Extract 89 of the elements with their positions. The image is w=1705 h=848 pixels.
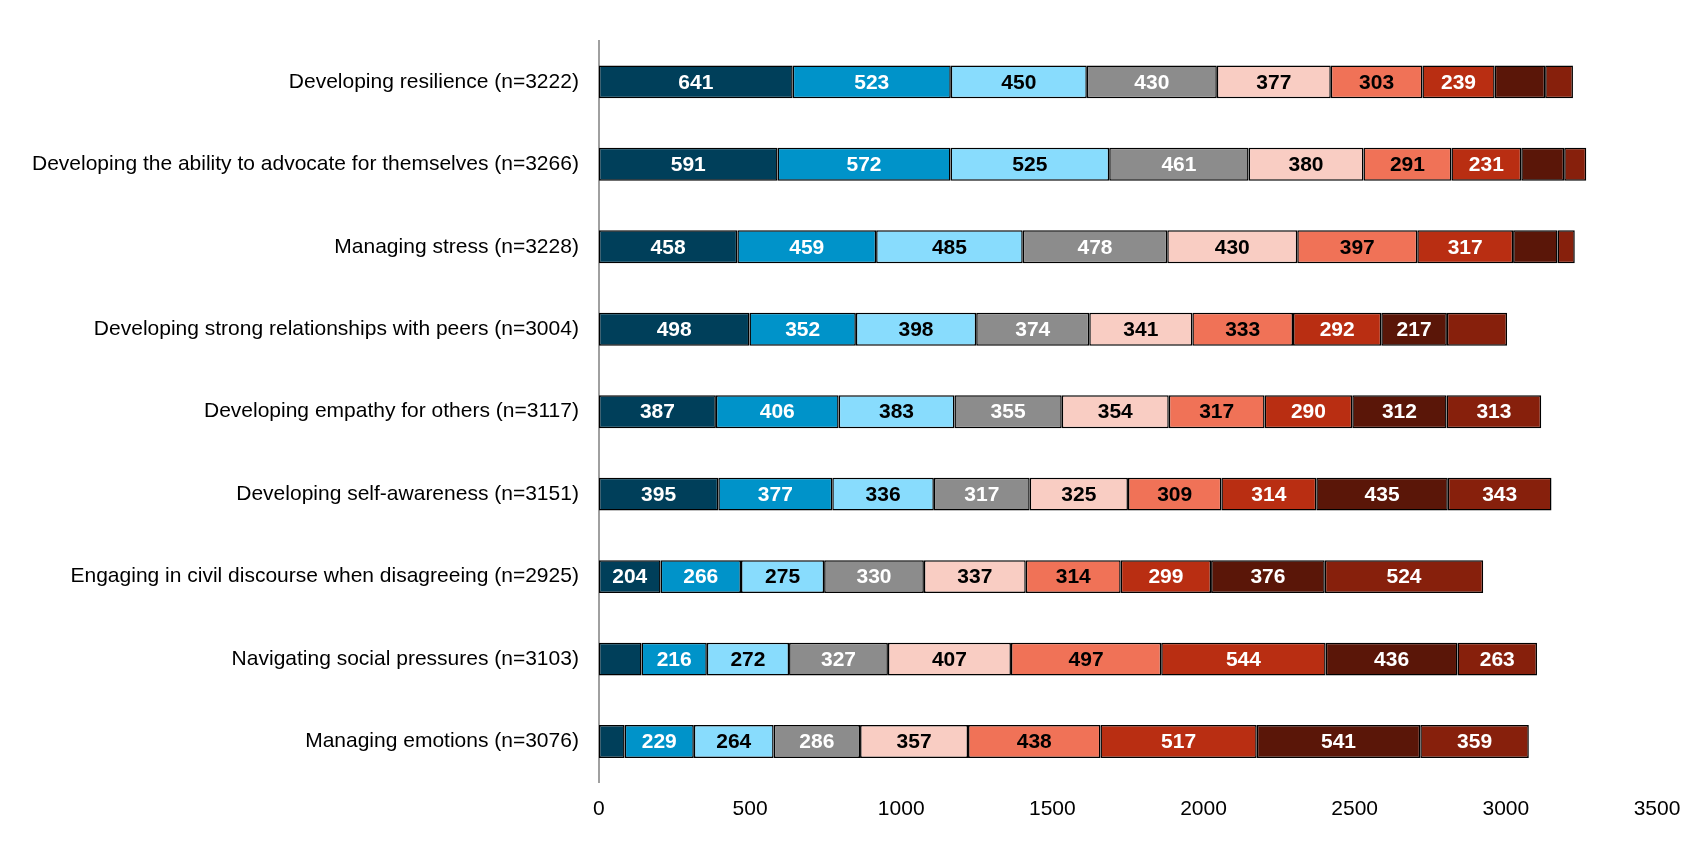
- data-label: 376: [1250, 564, 1286, 588]
- data-label: 387: [639, 399, 675, 423]
- data-label: 272: [730, 646, 766, 670]
- data-label: 312: [1381, 399, 1417, 423]
- data-label: 239: [1441, 69, 1477, 93]
- data-label: 383: [879, 399, 915, 423]
- data-label: 461: [1161, 152, 1197, 176]
- data-label: 264: [716, 729, 752, 753]
- data-label: 485: [931, 234, 968, 258]
- data-label: 290: [1290, 399, 1326, 423]
- data-label: 204: [612, 564, 648, 588]
- data-label: 525: [1012, 152, 1048, 176]
- data-label: 292: [1319, 317, 1355, 341]
- data-label: 591: [670, 152, 707, 176]
- data-label: 572: [846, 152, 882, 176]
- data-label: 397: [1339, 234, 1375, 258]
- y-tick-label: Navigating social pressures (n=3103): [231, 645, 579, 669]
- data-label: 314: [1055, 564, 1092, 588]
- y-tick-label: Developing strong relationships with peers (n=3004): [93, 316, 579, 340]
- data-label: 317: [1199, 399, 1235, 423]
- data-label: 544: [1225, 646, 1262, 670]
- data-label: 459: [789, 234, 825, 258]
- data-label: 343: [1482, 481, 1518, 505]
- y-tick-label: Developing empathy for others (n=3117): [203, 398, 579, 422]
- x-tick-label: 2000: [1180, 796, 1227, 820]
- data-label: 377: [1256, 69, 1292, 93]
- data-label: 229: [641, 729, 677, 753]
- data-label: 357: [896, 729, 932, 753]
- data-label: 336: [865, 481, 901, 505]
- x-tick-label: 2500: [1331, 796, 1379, 820]
- data-label: 406: [759, 399, 795, 423]
- data-label: 309: [1157, 481, 1193, 505]
- x-tick-label: 500: [732, 796, 768, 820]
- data-label: 317: [1447, 234, 1483, 258]
- y-tick-label: Managing stress (n=3228): [334, 233, 579, 257]
- data-label: 325: [1061, 481, 1097, 505]
- data-label: 217: [1396, 317, 1432, 341]
- data-label: 231: [1468, 152, 1505, 176]
- data-label: 266: [683, 564, 719, 588]
- data-label: 359: [1457, 729, 1493, 753]
- y-tick-label: Developing self-awareness (n=3151): [236, 480, 579, 504]
- data-label: 380: [1288, 152, 1324, 176]
- data-label: 450: [1001, 69, 1037, 93]
- data-label: 299: [1148, 564, 1184, 588]
- data-label: 327: [820, 646, 857, 670]
- data-label: 641: [678, 69, 714, 93]
- data-label: 497: [1068, 646, 1104, 670]
- data-label: 337: [957, 564, 993, 588]
- data-label: 291: [1389, 152, 1426, 176]
- data-label: 341: [1123, 317, 1159, 341]
- data-label: 517: [1161, 729, 1197, 753]
- y-tick-label: Developing the ability to advocate for themselves (n=3266): [32, 151, 579, 175]
- data-label: 216: [656, 646, 692, 670]
- data-label: 524: [1386, 564, 1422, 588]
- x-tick-label: 0: [593, 796, 605, 820]
- data-label: 317: [964, 481, 1000, 505]
- data-label: 275: [765, 564, 801, 588]
- data-label: 352: [785, 317, 821, 341]
- data-label: 438: [1016, 729, 1053, 753]
- data-label: 430: [1134, 69, 1170, 93]
- x-tick-label: 3000: [1482, 796, 1530, 820]
- x-tick-label: 1500: [1029, 796, 1076, 820]
- data-label: 355: [990, 399, 1026, 423]
- data-label: 263: [1479, 646, 1515, 670]
- y-tick-label: Engaging in civil discourse when disagreeing (n=2925): [70, 563, 579, 587]
- data-label: 523: [854, 69, 890, 93]
- data-label: 303: [1359, 69, 1395, 93]
- x-tick-label: 1000: [877, 796, 925, 820]
- data-label: 333: [1225, 317, 1261, 341]
- data-label: 354: [1097, 399, 1134, 423]
- data-label: 330: [856, 564, 892, 588]
- y-tick-label: Managing emotions (n=3076): [305, 728, 579, 752]
- data-label: 395: [641, 481, 677, 505]
- data-label: 478: [1077, 234, 1113, 258]
- data-label: 313: [1476, 399, 1512, 423]
- y-tick-label: Developing resilience (n=3222): [288, 68, 579, 92]
- data-label: 377: [757, 481, 793, 505]
- data-label: 286: [799, 729, 835, 753]
- data-label: 436: [1374, 646, 1410, 670]
- data-label: 435: [1364, 481, 1400, 505]
- data-label: 374: [1015, 317, 1051, 341]
- data-label: 314: [1251, 481, 1287, 505]
- data-label: 407: [931, 646, 967, 670]
- data-label: 498: [656, 317, 693, 341]
- x-tick-label: 3500: [1633, 796, 1681, 820]
- data-label: 398: [898, 317, 934, 341]
- data-label: 430: [1214, 234, 1250, 258]
- data-label: 458: [650, 234, 686, 258]
- data-label: 541: [1320, 729, 1357, 753]
